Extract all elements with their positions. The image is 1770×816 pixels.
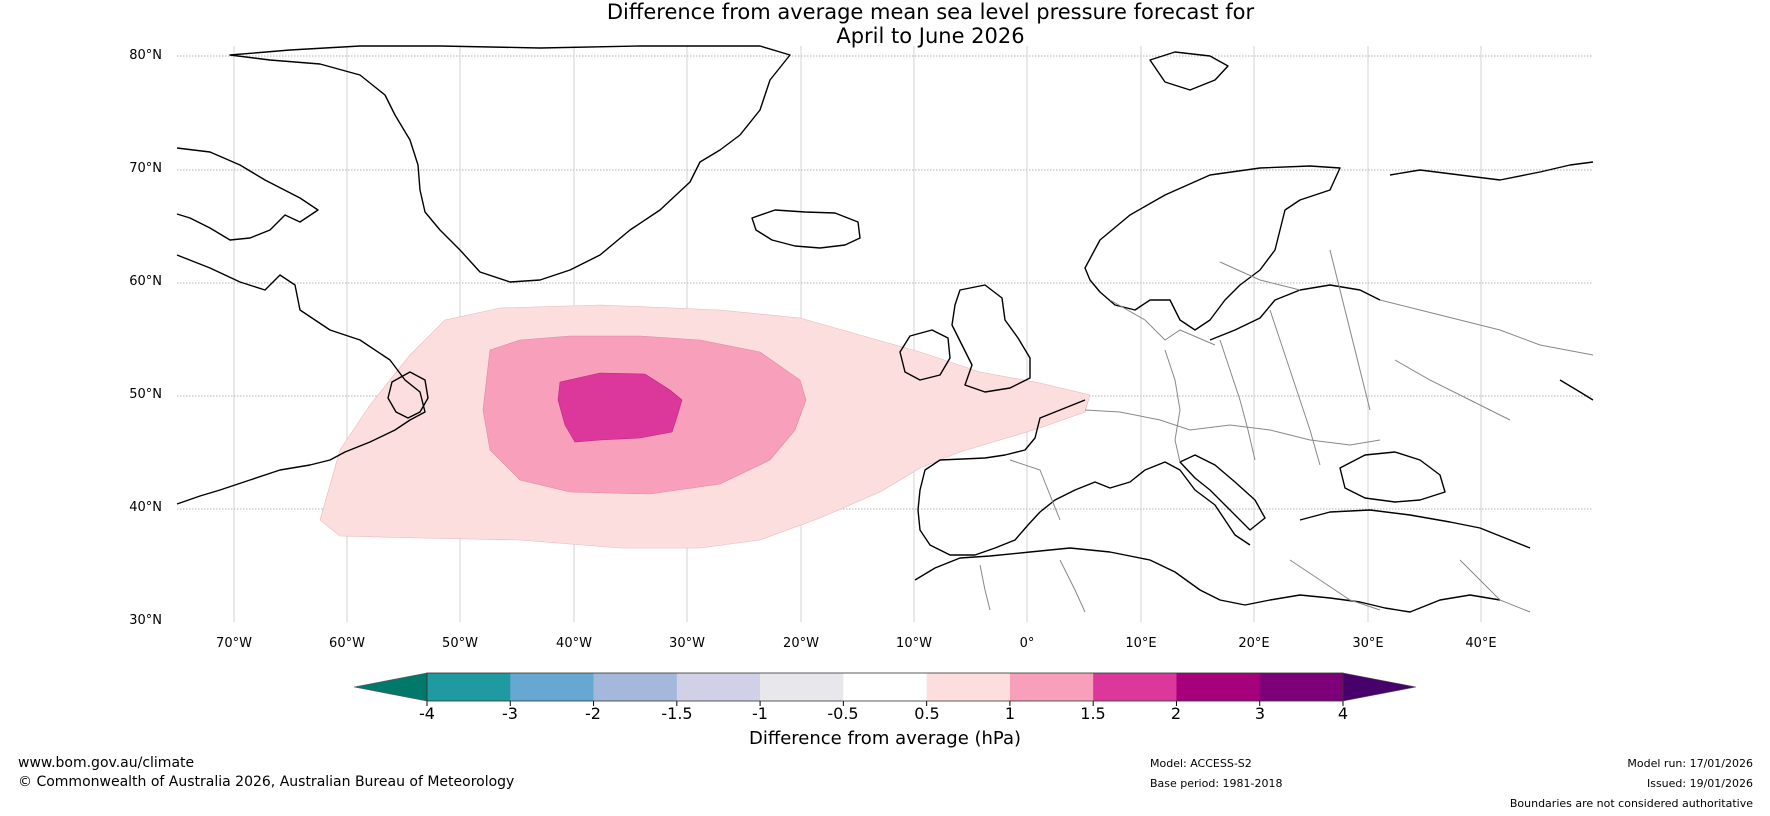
black-sea-coast [1339, 451, 1446, 503]
scandinavia-coast [1084, 165, 1341, 331]
country-borders [979, 249, 1594, 613]
colorbar-tick-label: -3 [502, 704, 518, 723]
lat-label-70n: 70°N [129, 161, 162, 176]
colorbar-under-extension [353, 672, 428, 702]
colorbar-tick-label: 0.5 [914, 704, 940, 723]
lon-label-10w: 10°W [896, 636, 932, 651]
colorbar-tick-label: -1 [752, 704, 768, 723]
colorbar-tick-label: 4 [1337, 704, 1349, 723]
colorbar-tick-label: -1.5 [661, 704, 693, 723]
lon-label-40w: 40°W [556, 636, 592, 651]
footer-disclaimer: Boundaries are not considered authoritat… [1509, 797, 1753, 810]
footer-base-period: Base period: 1981-2018 [1150, 777, 1283, 790]
colorbar-outline [426, 672, 1344, 702]
lon-label-50w: 50°W [442, 636, 478, 651]
newfoundland-coast [387, 371, 429, 419]
colorbar-swatch [510, 673, 595, 701]
iceland-coast [751, 209, 861, 249]
lon-label-30e: 30°E [1352, 636, 1384, 651]
colorbar [353, 672, 1417, 706]
colorbar-tick-label: 1.5 [1080, 704, 1106, 723]
russia-arctic-coast [1389, 161, 1594, 181]
lon-label-0: 0° [1019, 636, 1035, 651]
colorbar-swatch [1093, 673, 1177, 701]
lon-label-20w: 20°W [783, 636, 819, 651]
colorbar-tick-label: -0.5 [827, 704, 859, 723]
title-line-1: Difference from average mean sea level p… [606, 0, 1255, 24]
north-africa-coast [914, 547, 1501, 613]
italy-coast [1179, 454, 1266, 531]
lat-label-60n: 60°N [129, 274, 162, 289]
footer-url: www.bom.gov.au/climate [18, 755, 195, 771]
colorbar-swatch [926, 673, 1011, 701]
europe-atlantic-coast [917, 399, 1251, 556]
footer-copyright: © Commonwealth of Australia 2026, Austra… [18, 774, 515, 790]
map-title: Difference from average mean sea level p… [0, 0, 1770, 48]
colorbar-over-extension [1342, 672, 1417, 702]
colorbar-swatch [593, 673, 678, 701]
lat-label-50n: 50°N [129, 387, 162, 402]
footer-issued: Issued: 19/01/2026 [1646, 777, 1753, 790]
svalbard-coast [1149, 51, 1229, 91]
caspian-coast [1559, 379, 1594, 401]
colorbar-swatch [843, 673, 928, 701]
lon-label-20e: 20°E [1238, 636, 1270, 651]
lon-label-40e: 40°E [1465, 636, 1497, 651]
lon-label-60w: 60°W [329, 636, 365, 651]
great-britain-coast [951, 284, 1031, 393]
lon-label-30w: 30°W [669, 636, 705, 651]
turkey-coast [1299, 509, 1531, 549]
colorbar-title: Difference from average (hPa) [748, 728, 1022, 749]
colorbar-tick-label: -2 [585, 704, 601, 723]
footer-model-run: Model run: 17/01/2026 [1627, 757, 1753, 770]
colorbar-tick-marks [426, 701, 1344, 706]
north-america-coast [176, 254, 426, 505]
colorbar-tick-label: -4 [419, 704, 435, 723]
colorbar-tick-label: 3 [1254, 704, 1266, 723]
baffin-coast [176, 147, 319, 241]
anomaly-region-magenta [557, 372, 683, 443]
greenland-coast [229, 45, 791, 283]
colorbar-swatch [676, 673, 761, 701]
ireland-coast [899, 329, 951, 381]
colorbar-tick-label: 1 [1004, 704, 1016, 723]
colorbar-swatch [1009, 673, 1094, 701]
colorbar-swatches [427, 673, 1344, 701]
lon-label-70w: 70°W [216, 636, 252, 651]
colorbar-swatch [1176, 673, 1261, 701]
colorbar-swatch [427, 673, 511, 701]
title-line-2: April to June 2026 [836, 24, 1025, 48]
baltic-coast [1209, 284, 1381, 341]
lat-label-30n: 30°N [129, 613, 162, 628]
colorbar-swatch [1259, 673, 1344, 701]
coastlines [176, 45, 1594, 613]
footer-model: Model: ACCESS-S2 [1150, 757, 1252, 770]
lat-label-40n: 40°N [129, 500, 162, 515]
colorbar-tick-label: 2 [1170, 704, 1182, 723]
lon-label-10e: 10°E [1125, 636, 1157, 651]
colorbar-swatch [760, 673, 844, 701]
lat-label-80n: 80°N [129, 48, 162, 63]
